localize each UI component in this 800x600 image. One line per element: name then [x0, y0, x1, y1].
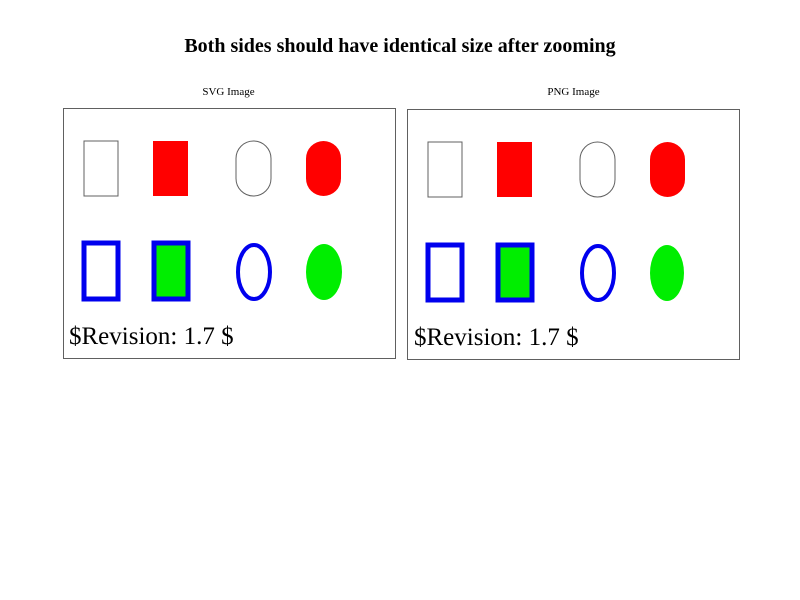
revision-text: $Revision: 1.7 $: [69, 323, 234, 350]
svg-image-caption: SVG Image: [202, 86, 255, 98]
red-rounded-rectangle: [650, 142, 685, 197]
png-image-panel: $Revision: 1.7 $: [407, 109, 740, 360]
green-ellipse: [650, 245, 684, 301]
green-rectangle-blue-border: [151, 240, 191, 302]
blue-outlined-rectangle: [81, 240, 121, 302]
blue-outlined-ellipse: [580, 244, 616, 302]
outlined-rounded-rectangle: [235, 140, 272, 197]
page-title: Both sides should have identical size af…: [184, 35, 616, 57]
outlined-rectangle: [427, 141, 463, 198]
outlined-rectangle: [83, 140, 119, 197]
svg-image-panel: $Revision: 1.7 $: [63, 108, 396, 359]
blue-outlined-rectangle: [425, 242, 465, 303]
blue-outlined-ellipse: [236, 243, 272, 301]
png-image-caption: PNG Image: [547, 86, 600, 98]
png-image-canvas: $Revision: 1.7 $: [414, 141, 685, 351]
red-rounded-rectangle: [306, 141, 341, 196]
revision-text: $Revision: 1.7 $: [414, 324, 579, 351]
green-ellipse: [306, 244, 342, 300]
green-rectangle-blue-border: [495, 242, 535, 303]
outlined-rounded-rectangle: [579, 141, 616, 198]
red-filled-rectangle: [497, 142, 532, 197]
red-filled-rectangle: [153, 141, 188, 196]
svg-image-canvas: $Revision: 1.7 $: [69, 140, 342, 350]
